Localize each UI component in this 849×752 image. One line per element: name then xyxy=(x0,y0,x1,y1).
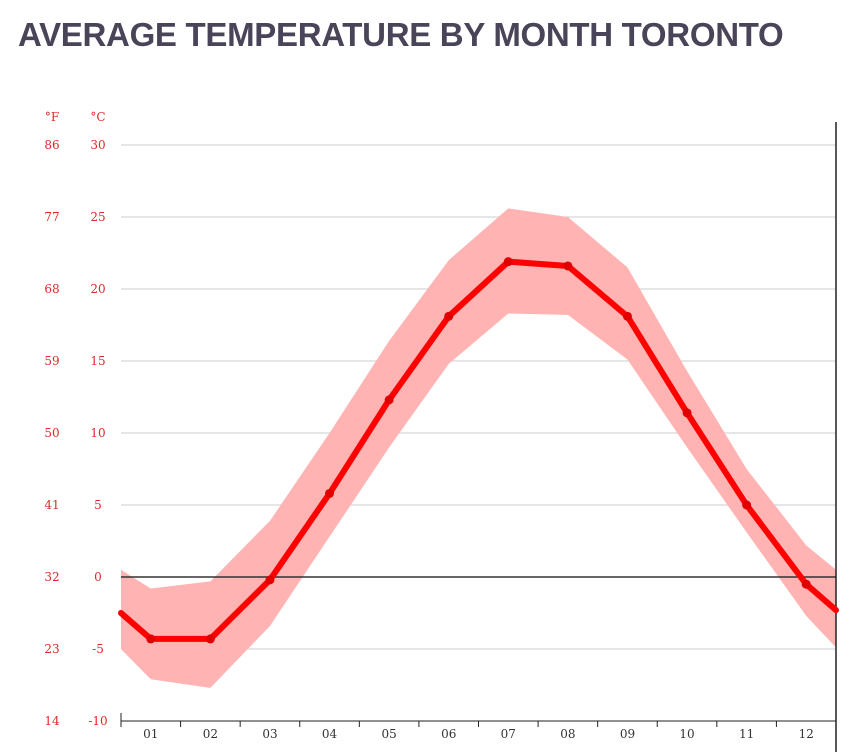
y-tick-label-c: 15 xyxy=(90,354,105,368)
x-tick-label: 03 xyxy=(262,727,277,741)
mean-temperature-points xyxy=(146,257,811,644)
mean-point xyxy=(563,261,573,271)
mean-temperature-line xyxy=(118,258,839,642)
x-tick-label: 11 xyxy=(739,727,754,741)
x-tick-label: 10 xyxy=(679,727,694,741)
y-tick-label-f: 23 xyxy=(44,642,59,656)
y-tick-label-c: 25 xyxy=(90,210,105,224)
y-tick-label-c: -5 xyxy=(92,642,104,656)
x-tick-label: 01 xyxy=(143,727,158,741)
x-tick-label: 12 xyxy=(799,727,814,741)
x-tick-label: 09 xyxy=(620,727,635,741)
x-tick-label: 05 xyxy=(381,727,396,741)
x-tick-label: 07 xyxy=(501,727,516,741)
y-tick-label-f: 68 xyxy=(44,282,59,296)
celsius-unit-label: °C xyxy=(90,110,105,124)
y-tick-label-c: -10 xyxy=(88,714,107,728)
y-tick-label-f: 14 xyxy=(44,714,60,728)
mean-point xyxy=(503,257,513,267)
mean-point xyxy=(622,311,632,321)
y-tick-label-c: 20 xyxy=(90,282,105,296)
y-tick-label-f: 32 xyxy=(44,570,59,584)
y-tick-label-c: 10 xyxy=(90,426,105,440)
temperature-range-band xyxy=(121,208,836,688)
y-tick-label-c: 0 xyxy=(94,570,102,584)
mean-point xyxy=(325,488,335,498)
mean-point xyxy=(444,311,454,321)
mean-point xyxy=(801,579,811,589)
mean-point xyxy=(265,575,275,585)
y-tick-label-f: 59 xyxy=(44,354,59,368)
page-title: AVERAGE TEMPERATURE BY MONTH TORONTO xyxy=(18,16,784,53)
axis-labels: 86 30 77 25 68 20 59 15 50 10 41 5 32 0 23 -5 14 -10 01 02 0… xyxy=(44,138,837,741)
x-tick-label: 02 xyxy=(203,727,218,741)
y-tick-label-c: 5 xyxy=(94,498,102,512)
y-tick-label-f: 86 xyxy=(44,138,59,152)
mean-point xyxy=(205,634,215,644)
mean-point xyxy=(742,500,752,510)
x-tick-label: 04 xyxy=(322,727,338,741)
mean-point xyxy=(682,408,692,418)
x-tick-label: 08 xyxy=(560,727,575,741)
mean-point xyxy=(384,395,394,405)
y-tick-label-f: 77 xyxy=(44,210,59,224)
y-tick-label-c: 30 xyxy=(90,138,105,152)
fahrenheit-unit-label: °F xyxy=(45,110,59,124)
x-tick-label: 06 xyxy=(441,727,456,741)
y-tick-label-f: 50 xyxy=(44,426,59,440)
y-tick-label-f: 41 xyxy=(44,498,59,512)
mean-point xyxy=(146,634,156,644)
